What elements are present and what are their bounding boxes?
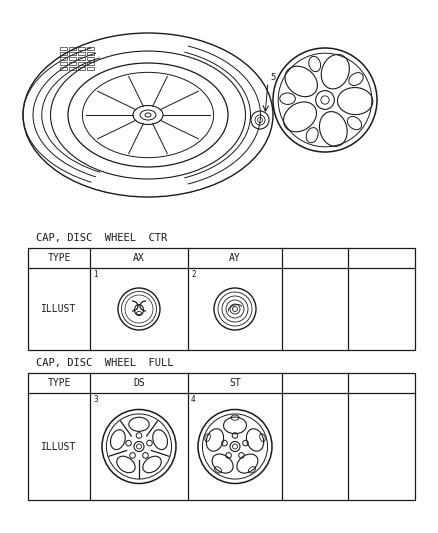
Text: ST: ST [229,378,241,388]
Bar [87,56,94,60]
Bar [78,56,85,60]
Bar [87,46,94,50]
Bar [69,56,76,60]
Bar [60,52,67,55]
Bar [69,67,76,70]
Bar [87,61,94,65]
Text: 3: 3 [93,395,98,404]
Bar [60,46,67,50]
Bar [78,67,85,70]
Bar [28,248,415,350]
Text: 5: 5 [270,73,276,82]
Text: 1: 1 [93,270,98,279]
Bar [87,52,94,55]
Bar [60,56,67,60]
Bar [69,52,76,55]
Text: ILLUST: ILLUST [41,304,77,314]
Bar [28,373,415,500]
Text: AY: AY [229,253,241,263]
Text: CAP, DISC  WHEEL  CTR: CAP, DISC WHEEL CTR [36,233,167,243]
Bar [69,46,76,50]
Text: 4: 4 [191,395,196,404]
Text: CAP, DISC  WHEEL  FULL: CAP, DISC WHEEL FULL [36,358,173,368]
Text: AX: AX [133,253,145,263]
Bar [78,52,85,55]
Bar [69,61,76,65]
Bar [87,67,94,70]
Bar [60,61,67,65]
Text: ILLUST: ILLUST [41,441,77,451]
Text: 2: 2 [191,270,196,279]
Bar [60,67,67,70]
Text: DS: DS [133,378,145,388]
Text: TYPE: TYPE [47,378,71,388]
Bar [78,61,85,65]
Bar [78,46,85,50]
Text: TYPE: TYPE [47,253,71,263]
